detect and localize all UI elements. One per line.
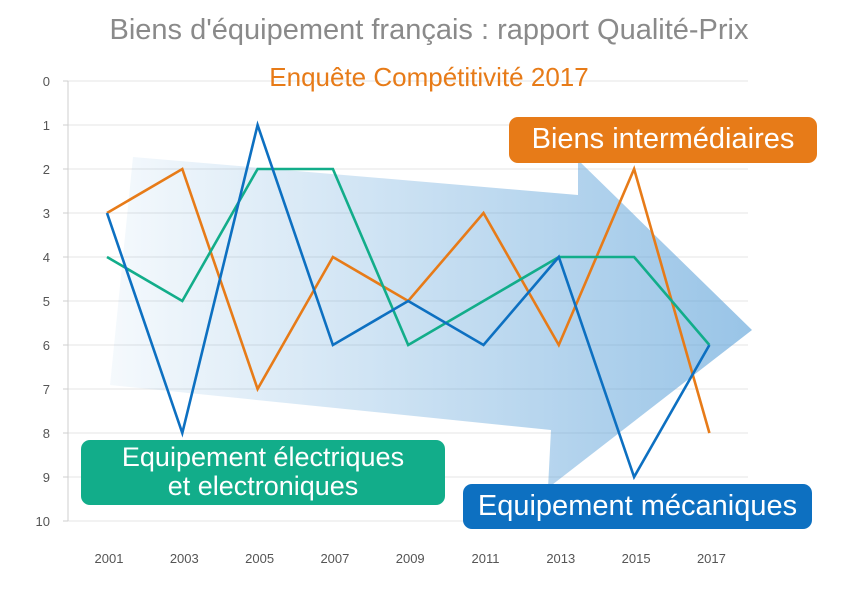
x-tick-label: 2005 — [245, 551, 274, 566]
y-tick-label: 10 — [36, 514, 50, 529]
chart-subtitle: Enquête Compétitivité 2017 — [269, 62, 589, 92]
y-tick-label: 6 — [43, 338, 50, 353]
series-label-biens-intermediaires: Biens intermédiaires — [509, 117, 817, 163]
y-tick-label: 8 — [43, 426, 50, 441]
series-label-equipement-electriques: Equipement électriques et electroniques — [81, 440, 445, 505]
background-arrow-shape — [110, 157, 752, 488]
series-label-line1: Equipement électriques — [121, 442, 405, 472]
x-tick-label: 2017 — [697, 551, 726, 566]
y-tick-label: 5 — [43, 294, 50, 309]
y-tick-label: 7 — [43, 382, 50, 397]
y-tick-label: 1 — [43, 118, 50, 133]
axes — [63, 80, 69, 522]
series-label-text: Biens intermédiaires — [531, 123, 795, 156]
chart-title: Biens d'équipement français : rapport Qu… — [109, 14, 749, 46]
y-tick-label: 0 — [43, 74, 50, 89]
x-tick-label: 2011 — [472, 551, 500, 566]
series-label-text: Equipement mécaniques — [477, 489, 798, 522]
x-tick-label: 2013 — [546, 551, 575, 566]
y-tick-label: 2 — [43, 162, 50, 177]
series-label-equipement-mecaniques: Equipement mécaniques — [463, 484, 812, 529]
x-tick-label: 2003 — [170, 551, 199, 566]
y-tick-labels: 0 1 2 3 4 5 6 7 8 9 10 — [36, 74, 50, 529]
series-label-line2: et electroniques — [167, 471, 359, 502]
series-line-2 — [105, 120, 711, 481]
x-tick-label: 2015 — [622, 551, 651, 566]
x-tick-labels: 2001 2003 2005 2007 2009 2011 2013 2015 2017 — [95, 551, 726, 566]
series-lines — [105, 120, 711, 481]
x-tick-label: 2001 — [95, 551, 124, 566]
y-tick-label: 9 — [43, 470, 50, 485]
y-tick-label: 4 — [43, 250, 50, 265]
y-tick-label: 3 — [43, 206, 50, 221]
series-line-1 — [106, 167, 711, 347]
x-tick-label: 2009 — [396, 551, 425, 566]
x-tick-label: 2007 — [320, 551, 349, 566]
